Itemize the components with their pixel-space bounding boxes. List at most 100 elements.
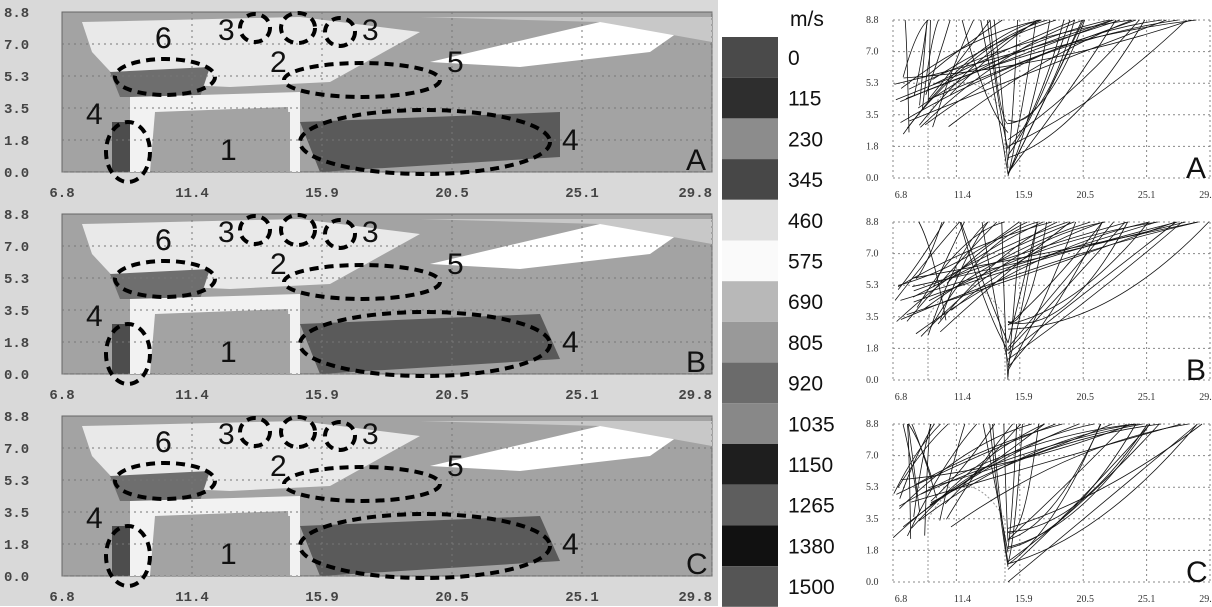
x-tick-label: 20.5: [1076, 392, 1094, 403]
colorbar-unit: m/s: [790, 8, 824, 31]
y-tick-label: 8.8: [866, 217, 879, 228]
colorbar-label: 0: [788, 47, 800, 70]
x-tick-label: 25.1: [565, 590, 599, 606]
x-tick-label: 11.4: [954, 594, 971, 605]
x-tick-label: 6.8: [895, 594, 908, 605]
colorbar-label: 575: [788, 251, 823, 274]
y-tick-label: 5.3: [866, 280, 879, 291]
x-tick-label: 20.5: [435, 388, 469, 404]
region-number: 1: [220, 134, 237, 167]
colorbar-swatch: [722, 159, 778, 200]
x-tick-label: 6.8: [895, 392, 908, 403]
y-tick-label: 1.8: [4, 336, 29, 352]
colorbar-label: 920: [788, 373, 823, 396]
y-tick-label: 0.0: [866, 375, 879, 386]
colorbar-swatch: [722, 566, 778, 607]
y-tick-label: 8.8: [4, 208, 29, 224]
region-number: 5: [447, 450, 464, 483]
contour-region: [110, 67, 210, 97]
x-tick-label: 29.8: [678, 590, 712, 606]
region-number: 6: [155, 224, 172, 257]
x-tick-label: 25.1: [565, 186, 599, 202]
colorbar-swatch: [722, 485, 778, 526]
x-tick-label: 11.4: [954, 190, 971, 201]
x-tick-label: 6.8: [49, 590, 74, 606]
x-tick-label: 29.8: [1199, 392, 1212, 403]
colorbar-swatch: [722, 78, 778, 119]
colorbar-swatch: [722, 322, 778, 363]
y-tick-label: 8.8: [4, 6, 29, 22]
y-tick-label: 5.3: [4, 474, 29, 490]
figure: 8.8 7.0 5.3 3.5 1.8 0.0 6.8 11.4 15.9 20.5 25.1 29.…: [0, 0, 1212, 607]
y-tick-label: 3.5: [866, 110, 879, 121]
panel-label: A: [686, 144, 706, 177]
region-number: 2: [270, 450, 287, 483]
region-number: 4: [562, 124, 579, 157]
colorbar-label: 1500: [788, 576, 835, 599]
x-tick-label: 11.4: [175, 186, 209, 202]
y-tick-label: 3.5: [4, 102, 29, 118]
colorbar-label: 805: [788, 332, 823, 355]
y-tick-label: 5.3: [4, 272, 29, 288]
x-tick-label: 25.1: [565, 388, 599, 404]
x-tick-label: 6.8: [49, 388, 74, 404]
colorbar-label: 115: [788, 88, 821, 111]
region-number: 6: [155, 426, 172, 459]
x-tick-label: 11.4: [175, 388, 209, 404]
x-tick-label: 15.9: [1015, 392, 1033, 403]
region-number: 3: [362, 418, 379, 451]
y-tick-label: 7.0: [4, 442, 29, 458]
y-tick-label: 3.5: [866, 514, 879, 525]
colorbar-label: 345: [788, 169, 823, 192]
x-tick-label: 20.5: [435, 186, 469, 202]
y-tick-label: 5.3: [866, 482, 879, 493]
y-tick-label: 8.8: [866, 15, 879, 26]
x-tick-label: 25.1: [1138, 190, 1156, 201]
x-tick-label: 20.5: [435, 590, 469, 606]
region-number: 4: [86, 98, 103, 131]
region-number: 4: [86, 300, 103, 333]
colorbar-swatch: [722, 363, 778, 404]
x-tick-label: 6.8: [895, 190, 908, 201]
y-tick-label: 1.8: [866, 545, 879, 556]
region-number: 6: [155, 22, 172, 55]
region-number: 3: [362, 216, 379, 249]
y-tick-label: 5.3: [866, 78, 879, 89]
x-tick-label: 15.9: [1015, 594, 1033, 605]
y-tick-label: 7.0: [866, 451, 879, 462]
y-tick-label: 1.8: [866, 141, 879, 152]
y-tick-label: 8.8: [4, 410, 29, 426]
y-tick-label: 8.8: [866, 419, 879, 430]
region-number: 1: [220, 538, 237, 571]
x-tick-label: 15.9: [1015, 190, 1033, 201]
panel-label: B: [1186, 354, 1206, 387]
contour-region: [110, 269, 210, 299]
region-number: 4: [86, 502, 103, 535]
x-tick-label: 15.9: [305, 388, 339, 404]
x-tick-label: 11.4: [954, 392, 971, 403]
y-tick-label: 7.0: [4, 38, 29, 54]
region-number: 4: [562, 326, 579, 359]
region-number: 5: [447, 248, 464, 281]
region-number: 3: [218, 14, 235, 47]
region-number: 2: [270, 46, 287, 79]
colorbar-label: 460: [788, 210, 823, 233]
y-tick-label: 0.0: [4, 166, 29, 182]
y-tick-label: 0.0: [866, 173, 879, 184]
y-tick-label: 0.0: [4, 368, 29, 384]
colorbar-swatch: [722, 403, 778, 444]
region-number: 3: [218, 418, 235, 451]
x-tick-label: 15.9: [305, 590, 339, 606]
panel-label: C: [1186, 556, 1208, 589]
x-tick-label: 6.8: [49, 186, 74, 202]
y-tick-label: 0.0: [866, 577, 879, 588]
panel-label: A: [1186, 152, 1206, 185]
colorbar-label: 1150: [788, 454, 833, 477]
colorbar-label: 1265: [788, 495, 835, 518]
colorbar-label: 230: [788, 128, 823, 151]
y-tick-label: 3.5: [4, 304, 29, 320]
x-tick-label: 11.4: [175, 590, 209, 606]
y-tick-label: 1.8: [4, 538, 29, 554]
region-number: 2: [270, 248, 287, 281]
region-number: 5: [447, 46, 464, 79]
